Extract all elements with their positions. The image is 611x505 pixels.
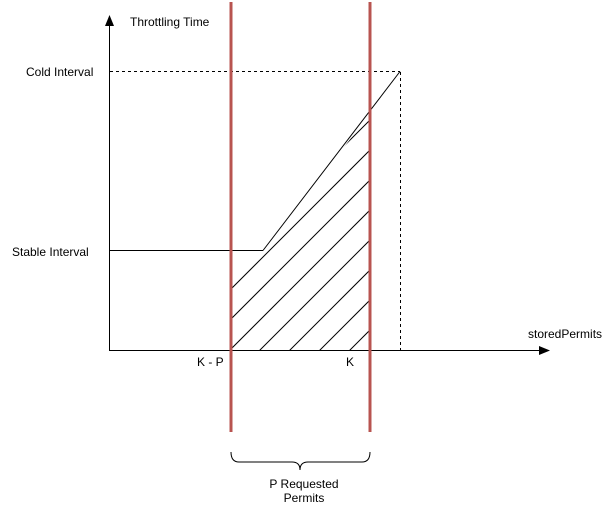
k-tick-label: K [346, 355, 354, 369]
requested-permits-brace [230, 451, 371, 471]
cold-interval-label: Cold Interval [26, 65, 93, 79]
warmup-slope-segment [262, 71, 401, 251]
brace-label-line1: P Requested [269, 477, 338, 491]
brace-label-line2: Permits [284, 491, 325, 505]
x-axis-arrowhead [539, 346, 550, 355]
y-axis-arrowhead [105, 15, 114, 26]
cold-interval-guides [110, 71, 401, 350]
axes [105, 15, 550, 355]
k-minus-p-tick-label: K - P [197, 355, 224, 369]
throttling-curve [110, 71, 401, 251]
y-axis-label: Throttling Time [130, 15, 210, 29]
marker-lines [229, 2, 372, 432]
hatched-area [231, 114, 370, 350]
x-axis-label: storedPermits [528, 327, 602, 341]
stable-interval-label: Stable Interval [12, 245, 89, 259]
